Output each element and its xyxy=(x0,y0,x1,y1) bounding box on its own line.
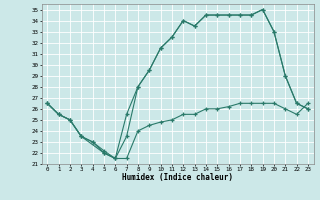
X-axis label: Humidex (Indice chaleur): Humidex (Indice chaleur) xyxy=(122,173,233,182)
